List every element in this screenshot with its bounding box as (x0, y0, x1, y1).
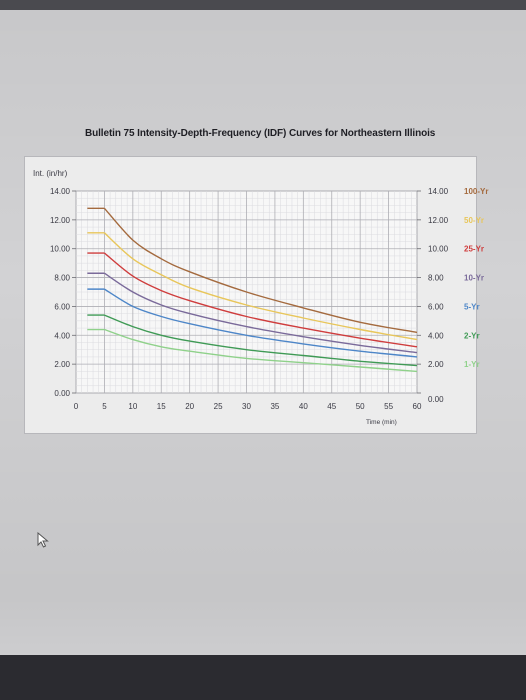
monitor-bezel-top (0, 0, 526, 10)
x-tick-label: 0 (74, 402, 79, 411)
series-line-100-yr (103, 207, 418, 334)
y-tick-label-right: 2.00 (428, 360, 444, 369)
legend: 100-Yr 50-Yr 25-Yr 10-Yr 5-Yr 2-Yr 1-Yr (464, 187, 488, 369)
series-line-5-yr (104, 288, 418, 358)
y-tick-label-right: 0.00 (428, 395, 444, 404)
monitor-bezel-bottom (0, 655, 526, 700)
y-tick-label-right: 4.00 (428, 331, 444, 340)
y-tick-label-right: 10.00 (428, 245, 449, 254)
x-tick-label: 25 (214, 402, 223, 411)
x-tick-label: 40 (299, 402, 308, 411)
legend-label-1-yr: 1-Yr (464, 360, 480, 369)
y-tick-label-right: 6.00 (428, 302, 444, 311)
series-lines (87, 207, 418, 373)
x-tick-label: 20 (185, 402, 194, 411)
x-tick-label: 45 (327, 402, 336, 411)
legend-label-5-yr: 5-Yr (464, 302, 480, 311)
legend-label-10-yr: 10-Yr (464, 274, 484, 283)
chart-axes: Int. (in/hr) Time (min) (33, 169, 397, 426)
chart-title: Bulletin 75 Intensity-Depth-Frequency (I… (85, 128, 436, 139)
series-line-50-yr (103, 232, 418, 341)
series-line-2-yr (104, 314, 418, 367)
y-tick-label-left: 12.00 (50, 216, 71, 225)
x-tick-label: 15 (157, 402, 166, 411)
y-tick-label-left: 2.00 (54, 360, 70, 369)
tick-labels: 0.00 2.00 4.00 6.00 8.00 10.00 12.00 14.00 0.00 2… (50, 187, 449, 411)
x-tick-label: 50 (356, 402, 365, 411)
y-tick-label-left: 10.00 (50, 245, 71, 254)
legend-label-50-yr: 50-Yr (464, 216, 484, 225)
y-tick-label-left: 4.00 (54, 331, 70, 340)
x-tick-label: 35 (270, 402, 279, 411)
y-tick-label-right: 8.00 (428, 274, 444, 283)
y-tick-label-right: 14.00 (428, 187, 449, 196)
x-tick-label: 10 (128, 402, 137, 411)
series-line-1-yr (104, 328, 418, 373)
legend-label-100-yr: 100-Yr (464, 187, 488, 196)
x-tick-label: 55 (384, 402, 393, 411)
mouse-cursor-icon (37, 532, 49, 548)
x-axis-label: Time (min) (366, 419, 397, 426)
y-axis-label: Int. (in/hr) (33, 169, 68, 178)
x-tick-label: 30 (242, 402, 251, 411)
y-tick-label-left: 14.00 (50, 187, 71, 196)
legend-label-25-yr: 25-Yr (464, 245, 484, 254)
y-tick-label-left: 8.00 (54, 274, 70, 283)
y-tick-label-left: 0.00 (54, 389, 70, 398)
x-tick-label: 5 (102, 402, 107, 411)
series-line-25-yr (103, 252, 418, 348)
y-tick-label-left: 6.00 (54, 302, 70, 311)
y-tick-label-right: 12.00 (428, 216, 449, 225)
legend-label-2-yr: 2-Yr (464, 331, 480, 340)
series-line-10-yr (104, 272, 418, 354)
x-tick-label: 60 (413, 402, 422, 411)
